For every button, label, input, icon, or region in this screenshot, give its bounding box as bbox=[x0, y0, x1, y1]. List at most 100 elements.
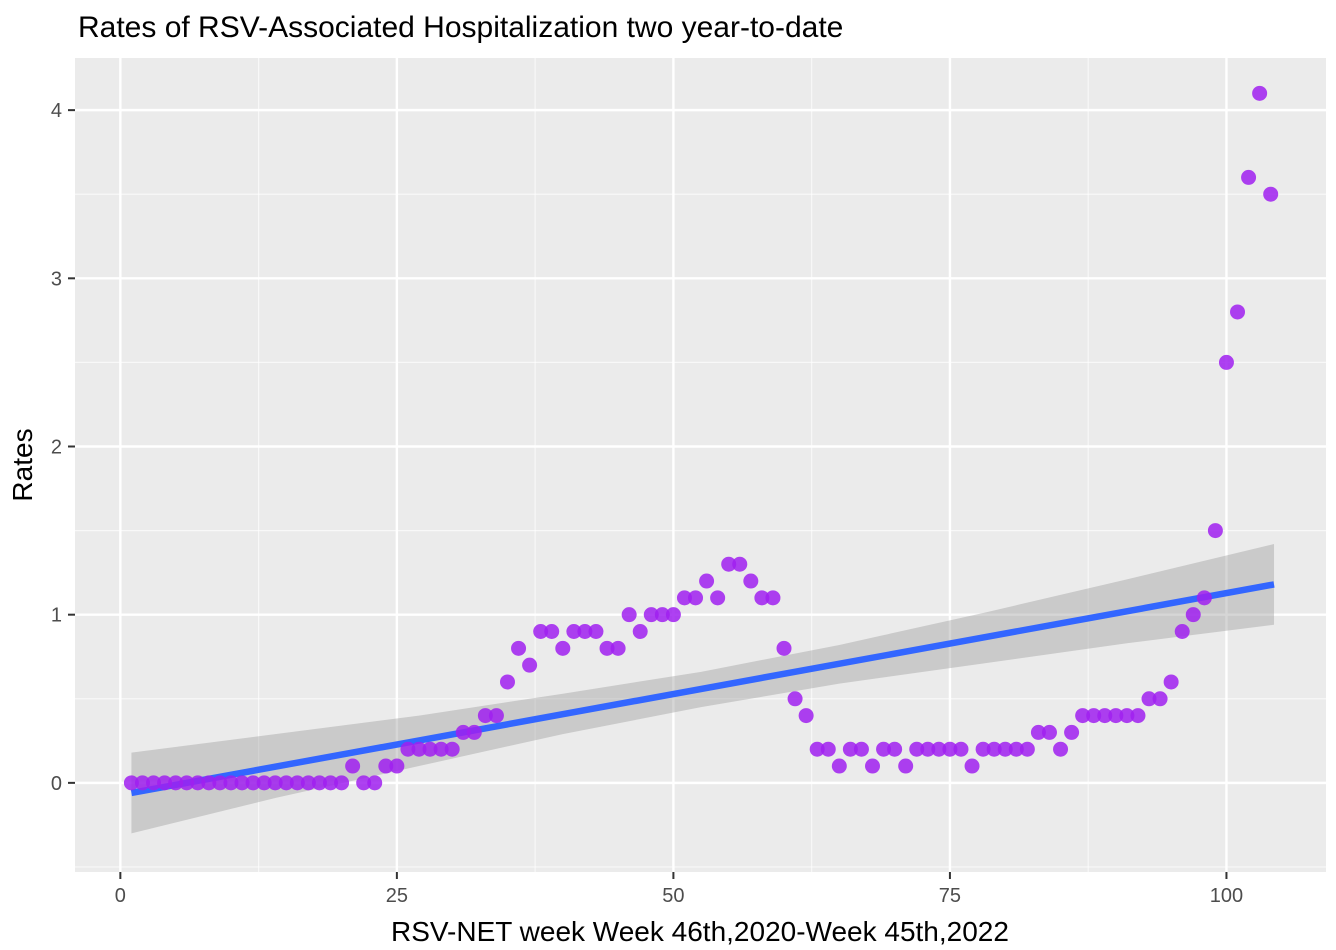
y-tick-label: 3 bbox=[51, 268, 62, 290]
data-point bbox=[146, 775, 162, 791]
x-tick-label: 100 bbox=[1210, 885, 1243, 907]
data-point bbox=[1263, 186, 1279, 202]
data-point bbox=[577, 624, 593, 639]
data-point bbox=[356, 775, 372, 791]
data-point bbox=[367, 775, 383, 791]
data-point bbox=[245, 775, 261, 791]
data-point bbox=[1008, 741, 1024, 757]
data-point bbox=[831, 758, 847, 774]
data-point bbox=[1174, 624, 1190, 639]
data-point bbox=[1141, 691, 1157, 707]
data-point bbox=[389, 758, 405, 774]
data-point bbox=[754, 590, 770, 606]
y-tick-label: 4 bbox=[51, 100, 62, 122]
data-point bbox=[975, 741, 991, 757]
gridlines-minor bbox=[75, 58, 1326, 872]
data-point bbox=[1108, 708, 1124, 724]
data-point bbox=[699, 573, 715, 589]
data-point bbox=[1030, 724, 1046, 740]
data-point bbox=[1218, 354, 1234, 370]
data-point bbox=[1252, 85, 1268, 101]
data-point bbox=[157, 775, 173, 791]
data-point bbox=[1130, 708, 1146, 724]
data-point bbox=[533, 624, 549, 639]
data-point bbox=[300, 775, 316, 791]
data-point bbox=[179, 775, 195, 791]
data-point bbox=[1053, 741, 1069, 757]
x-axis-title: RSV-NET week Week 46th,2020-Week 45th,20… bbox=[391, 916, 1009, 947]
data-point bbox=[1152, 691, 1168, 707]
data-point bbox=[721, 556, 737, 572]
data-point bbox=[234, 775, 250, 791]
data-point bbox=[909, 741, 925, 757]
plot-title: Rates of RSV-Associated Hospitalization … bbox=[78, 11, 843, 44]
data-point bbox=[1064, 724, 1080, 740]
data-point bbox=[588, 624, 604, 639]
trend-line bbox=[130, 581, 1275, 797]
data-point bbox=[898, 758, 914, 774]
data-point bbox=[787, 691, 803, 707]
data-point bbox=[566, 624, 582, 639]
data-point bbox=[544, 624, 560, 639]
data-point bbox=[986, 741, 1002, 757]
data-point bbox=[522, 657, 538, 673]
data-point bbox=[267, 775, 283, 791]
data-point bbox=[676, 590, 692, 606]
data-point bbox=[842, 741, 858, 757]
y-tick-label: 1 bbox=[51, 605, 62, 627]
data-point bbox=[134, 775, 150, 791]
data-point bbox=[599, 640, 615, 656]
data-point bbox=[278, 775, 294, 791]
data-point bbox=[422, 741, 438, 757]
data-point bbox=[853, 741, 869, 757]
axis-ticks bbox=[68, 109, 1228, 879]
x-tick-label: 0 bbox=[115, 885, 126, 907]
data-point bbox=[931, 741, 947, 757]
data-point bbox=[942, 741, 958, 757]
data-point bbox=[378, 758, 394, 774]
x-tick-label: 75 bbox=[939, 885, 961, 907]
data-point bbox=[632, 624, 648, 639]
data-point bbox=[190, 775, 206, 791]
data-point bbox=[168, 775, 184, 791]
data-point bbox=[887, 741, 903, 757]
data-point bbox=[743, 573, 759, 589]
data-point bbox=[311, 775, 327, 791]
data-point bbox=[820, 741, 836, 757]
data-point bbox=[256, 775, 272, 791]
data-point bbox=[1075, 708, 1091, 724]
data-point bbox=[223, 775, 239, 791]
data-point bbox=[411, 741, 427, 757]
data-point bbox=[621, 607, 637, 623]
data-point bbox=[400, 741, 416, 757]
data-point bbox=[444, 741, 460, 757]
y-tick-label: 0 bbox=[51, 773, 62, 795]
data-point bbox=[688, 590, 704, 606]
data-point bbox=[1207, 523, 1223, 539]
data-point bbox=[511, 640, 527, 656]
data-point bbox=[1163, 674, 1179, 690]
data-point bbox=[610, 640, 626, 656]
data-point bbox=[1230, 304, 1246, 320]
data-point bbox=[1119, 708, 1135, 724]
data-point bbox=[1041, 724, 1057, 740]
data-point bbox=[997, 741, 1013, 757]
data-point bbox=[1241, 169, 1257, 185]
data-points bbox=[123, 85, 1279, 791]
data-point bbox=[710, 590, 726, 606]
data-point bbox=[1086, 708, 1102, 724]
gridlines-major bbox=[75, 58, 1326, 872]
data-point bbox=[809, 741, 825, 757]
data-point bbox=[654, 607, 670, 623]
data-point bbox=[499, 674, 515, 690]
data-point bbox=[1185, 607, 1201, 623]
data-point bbox=[212, 775, 228, 791]
data-point bbox=[433, 741, 449, 757]
data-point bbox=[665, 607, 681, 623]
data-point bbox=[123, 775, 139, 791]
x-tick-label: 50 bbox=[662, 885, 684, 907]
data-point bbox=[1196, 590, 1212, 606]
data-point bbox=[732, 556, 748, 572]
